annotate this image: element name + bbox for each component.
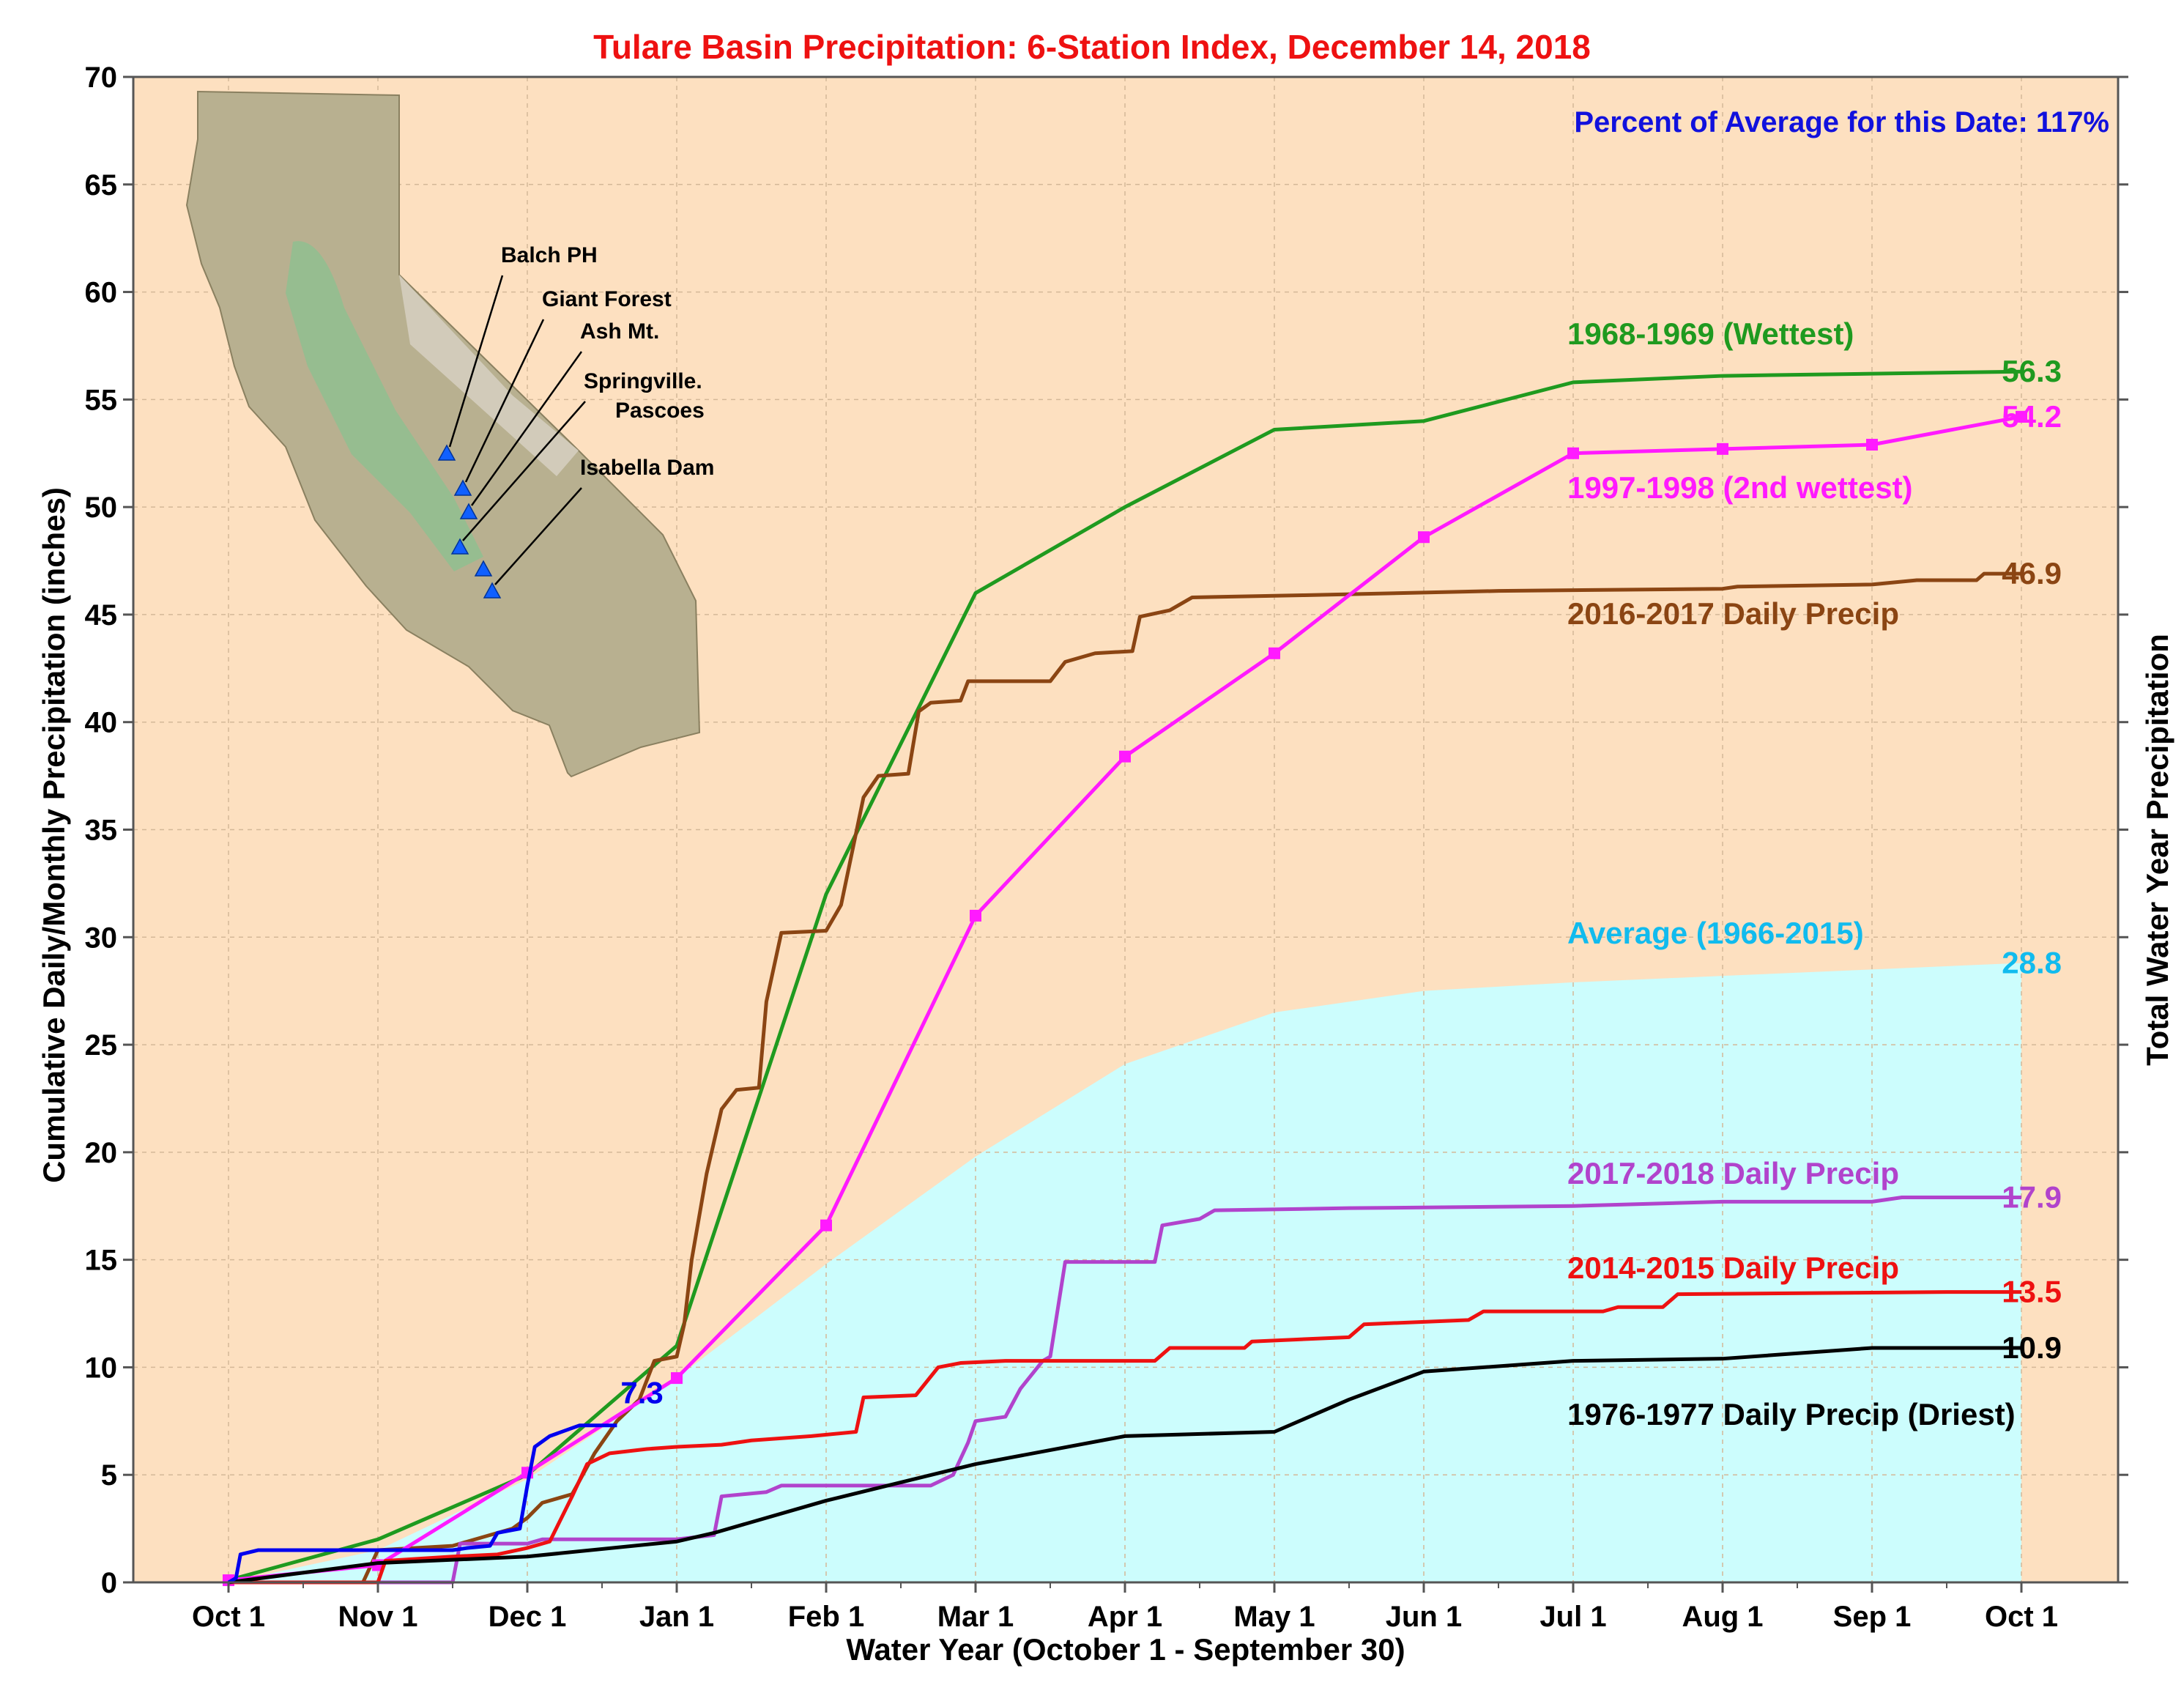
series-layer	[223, 369, 2027, 1587]
y-tick-label: 55	[85, 384, 118, 416]
percent-average-annotation: Percent of Average for this Date: 117%	[1574, 106, 2109, 138]
series-label-average: Average (1966-2015)	[1567, 916, 1864, 950]
end-label-driest: 10.9	[2002, 1330, 2062, 1365]
end-label-wy2019: 7.3	[620, 1376, 663, 1410]
end-label-wy2018: 17.9	[2002, 1180, 2062, 1215]
series-label-second: 1997-1998 (2nd wettest)	[1567, 470, 1913, 505]
x-tick-label: Jun 1	[1386, 1601, 1462, 1633]
end-label-wettest: 56.3	[2002, 354, 2062, 388]
series-marker-second	[2016, 410, 2027, 423]
series-label-wettest: 1968-1969 (Wettest)	[1567, 316, 1854, 351]
x-axis-label: Water Year (October 1 - September 30)	[846, 1632, 1405, 1667]
x-tick-label: Dec 1	[489, 1601, 567, 1633]
y-axis-label: Cumulative Daily/Monthly Precipitation (…	[37, 487, 71, 1183]
station-label: Isabella Dam	[580, 456, 714, 480]
series-label-wy2018: 2017-2018 Daily Precip	[1567, 1156, 1899, 1190]
series-marker-second	[1717, 442, 1728, 455]
x-tick-label: Apr 1	[1088, 1601, 1162, 1633]
y-tick-label: 10	[85, 1352, 118, 1384]
x-tick-label: Oct 1	[192, 1601, 265, 1633]
station-label: Ash Mt.	[580, 319, 659, 344]
series-marker-second	[1269, 647, 1280, 659]
y-tick-label: 5	[101, 1459, 117, 1492]
y-tick-label: 20	[85, 1137, 118, 1169]
station-label: Giant Forest	[542, 287, 672, 311]
series-line-driest	[228, 1346, 2021, 1585]
x-tick-label: Nov 1	[338, 1601, 418, 1633]
series-marker-second	[1418, 531, 1430, 544]
x-tick-label: Jul 1	[1539, 1601, 1606, 1633]
station-marker	[474, 560, 493, 577]
x-tick-label: Feb 1	[788, 1601, 864, 1633]
y-tick-label: 70	[85, 62, 118, 94]
station-marker	[450, 538, 469, 555]
y-tick-label: 0	[101, 1567, 117, 1599]
california-map-inset: Balch PH Giant Forest Ash Mt. Springville. P…	[185, 90, 714, 778]
series-marker-second	[671, 1372, 683, 1385]
station-pointer	[470, 351, 583, 506]
station-label: Balch PH	[501, 243, 598, 267]
sierra-range	[399, 275, 579, 476]
x-axis-ticks: Oct 1 Nov 1 Dec 1 Jan 1 Feb 1 Mar 1 Apr 1 May 1…	[192, 1582, 2058, 1633]
x-tick-label: Jan 1	[639, 1601, 714, 1633]
end-labels: 56.3 54.2 46.9 28.8 17.9 13.5 10.9 7.3	[620, 354, 2062, 1410]
series-marker-second	[1866, 439, 1878, 451]
y-tick-label: 30	[85, 922, 118, 954]
chart-title: Tulare Basin Precipitation: 6-Station In…	[593, 28, 1591, 66]
x-tick-label: Sep 1	[1833, 1601, 1912, 1633]
end-label-wy2017: 46.9	[2002, 556, 2062, 590]
series-labels: 1968-1969 (Wettest) 1997-1998 (2nd wettes…	[1567, 316, 2016, 1431]
y-tick-label: 50	[85, 492, 118, 524]
station-pointer	[462, 401, 586, 541]
plot-frame	[132, 75, 2120, 1584]
y-tick-label: 65	[85, 169, 118, 201]
station-label: Springville.	[584, 369, 702, 393]
station-label: Pascoes	[615, 399, 705, 423]
x-tick-label: Oct 1	[1985, 1601, 2058, 1633]
central-valley	[286, 241, 483, 571]
station-pointer	[448, 275, 504, 448]
end-label-second: 54.2	[2002, 399, 2062, 434]
series-marker-second	[970, 909, 981, 922]
x-tick-label: Aug 1	[1682, 1601, 1763, 1633]
station-marker	[459, 503, 478, 519]
x-tick-label: May 1	[1233, 1601, 1315, 1633]
y-axis-ticks: 0 5 10 15 20 25 30 35 40 45 50 55 60 65 70	[85, 62, 2128, 1599]
end-label-wy2015: 13.5	[2002, 1275, 2062, 1309]
y-tick-label: 60	[85, 277, 118, 309]
y-tick-label: 35	[85, 815, 118, 847]
series-line-wy2019	[227, 1423, 617, 1585]
series-line-wy2018	[229, 1196, 2021, 1585]
end-label-average: 28.8	[2002, 946, 2062, 980]
station-pointer	[464, 319, 545, 483]
series-label-wy2015: 2014-2015 Daily Precip	[1567, 1251, 1899, 1285]
station-marker	[453, 479, 472, 496]
series-marker-second	[1119, 750, 1131, 763]
station-marker	[437, 444, 456, 461]
y-tick-label: 40	[85, 707, 118, 739]
series-marker-second	[820, 1219, 832, 1231]
right-axis-label: Total Water Year Precipitation	[2140, 634, 2174, 1066]
station-marker	[483, 582, 502, 599]
series-marker-second	[1567, 447, 1579, 459]
station-pointer	[494, 487, 582, 585]
series-label-driest: 1976-1977 Daily Precip (Driest)	[1567, 1397, 2016, 1431]
y-tick-label: 15	[85, 1245, 118, 1277]
series-label-wy2017: 2016-2017 Daily Precip	[1567, 596, 1899, 631]
y-tick-label: 25	[85, 1029, 118, 1062]
y-tick-label: 45	[85, 599, 118, 631]
series-line-wy2015	[229, 1290, 2021, 1585]
x-tick-label: Mar 1	[937, 1601, 1014, 1633]
